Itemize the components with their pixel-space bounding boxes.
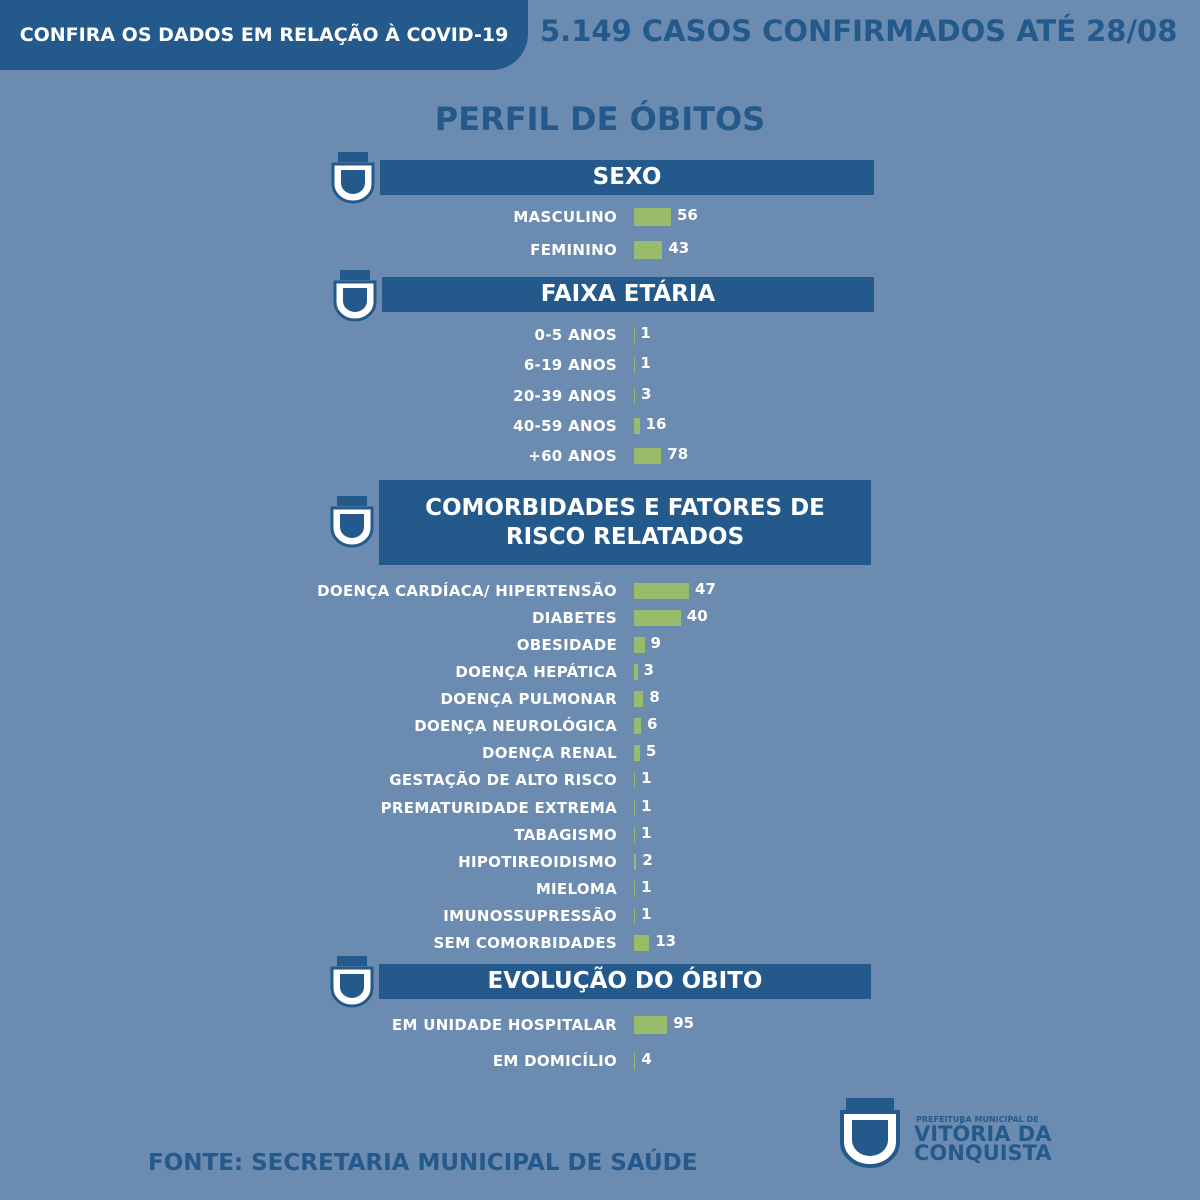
category-label: 40-59 ANOS	[513, 416, 617, 435]
category-label: OBESIDADE	[516, 636, 617, 655]
value-label: 8	[649, 688, 660, 707]
emblem	[331, 152, 375, 204]
section-header: FAIXA ETÁRIA	[382, 277, 874, 312]
value-label: 9	[650, 634, 661, 653]
bar	[634, 880, 636, 897]
badge: CONFIRA OS DADOS EM RELAÇÃO À COVID-19	[0, 0, 528, 70]
bar	[634, 583, 689, 599]
value-label: 1	[641, 823, 652, 842]
value-label: 56	[676, 206, 698, 224]
bar	[634, 934, 650, 951]
value-label: 1	[641, 877, 652, 896]
category-label: SEM COMORBIDADES	[433, 933, 617, 952]
category-label: DOENÇA HEPÁTICA	[455, 663, 617, 682]
category-label: DOENÇA CARDÍACA/ HIPERTENSÃO	[317, 582, 617, 600]
value-label: 1	[641, 796, 652, 815]
bar	[634, 745, 640, 762]
category-label: HIPOTIREOIDISMO	[458, 852, 617, 871]
value-label: 1	[640, 324, 651, 342]
value-label: 40	[686, 607, 708, 626]
bar	[634, 853, 637, 870]
section-header: COMORBIDADES E FATORES DE RISCO RELATADO…	[379, 480, 871, 565]
value-label: 3	[641, 384, 652, 403]
value-label: 47	[694, 580, 716, 598]
category-label: DOENÇA PULMONAR	[440, 690, 617, 709]
emblem	[330, 496, 374, 548]
value-label: 95	[673, 1014, 695, 1032]
value-label: 1	[641, 769, 652, 788]
category-label: MASCULINO	[513, 208, 617, 226]
category-label: IMUNOSSUPRESSÃO	[443, 906, 617, 925]
value-label: 13	[655, 931, 677, 950]
section-header: SEXO	[380, 160, 874, 195]
value-label: 6	[647, 715, 658, 734]
value-label: 1	[641, 904, 652, 923]
bar	[634, 907, 636, 924]
value-label: 1	[640, 354, 651, 373]
category-label: GESTAÇÃO DE ALTO RISCO	[389, 771, 617, 790]
bar	[634, 610, 681, 627]
value-label: 4	[641, 1050, 652, 1068]
category-label: TABAGISMO	[514, 825, 617, 844]
value-label: 78	[667, 445, 689, 464]
source: FONTE: SECRETARIA MUNICIPAL DE SAÚDE	[148, 1150, 698, 1176]
bar	[634, 387, 636, 404]
bar	[634, 772, 636, 789]
bar	[634, 718, 642, 735]
emblem	[330, 956, 374, 1008]
logo-text: VITÓRIA DA	[914, 1122, 1052, 1146]
bar	[634, 448, 662, 465]
value-label: 16	[645, 414, 667, 433]
emblem	[333, 270, 377, 322]
headline: 5.149 CASOS CONFIRMADOS ATÉ 28/08	[540, 14, 1178, 48]
value-label: 3	[643, 661, 654, 680]
category-label: 20-39 ANOS	[513, 386, 617, 405]
logo-text: PREFEITURA MUNICIPAL DE	[916, 1115, 1039, 1124]
value-label: 43	[668, 239, 690, 257]
bar	[634, 208, 671, 226]
section-title: FAIXA ETÁRIA	[540, 281, 716, 307]
bar	[634, 799, 636, 816]
bar	[634, 1016, 668, 1034]
section-title: COMORBIDADES E FATORES DE RISCO RELATADO…	[425, 494, 825, 550]
category-label: 6-19 ANOS	[523, 356, 617, 375]
logo-emblem	[840, 1098, 900, 1168]
bar	[634, 691, 644, 708]
category-label: DOENÇA NEUROLÓGICA	[414, 717, 617, 736]
bar	[634, 664, 638, 681]
section-title: SEXO	[592, 164, 662, 190]
category-label: +60 ANOS	[528, 447, 617, 466]
bar	[634, 637, 645, 654]
value-label: 2	[642, 850, 653, 869]
value-label: 5	[645, 742, 657, 761]
category-label: MIELOMA	[535, 879, 617, 898]
category-label: FEMININO	[530, 241, 617, 259]
bar	[634, 1052, 636, 1070]
section-title: EVOLUÇÃO DO ÓBITO	[487, 968, 763, 994]
category-label: DIABETES	[531, 609, 617, 628]
logo-text: CONQUISTA	[914, 1141, 1052, 1165]
bar	[634, 417, 640, 434]
title: PERFIL DE ÓBITOS	[434, 100, 766, 138]
category-label: EM UNIDADE HOSPITALAR	[391, 1016, 617, 1034]
category-label: DOENÇA RENAL	[482, 744, 617, 763]
category-label: 0-5 ANOS	[534, 326, 617, 344]
category-label: PREMATURIDADE EXTREMA	[380, 798, 617, 817]
bar	[634, 241, 663, 259]
category-label: EM DOMICÍLIO	[492, 1052, 617, 1070]
bar	[634, 826, 636, 843]
section-header: EVOLUÇÃO DO ÓBITO	[379, 964, 871, 999]
